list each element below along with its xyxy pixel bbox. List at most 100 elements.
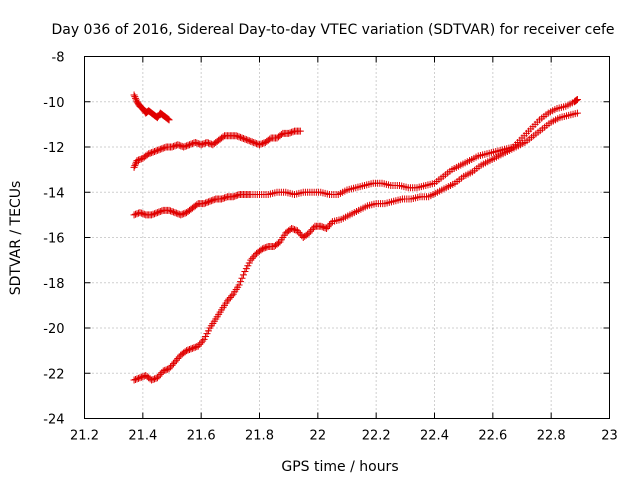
data-point <box>184 346 192 354</box>
data-point <box>196 340 204 348</box>
data-point <box>151 210 158 218</box>
data-point <box>247 256 255 264</box>
data-point <box>155 146 163 154</box>
data-point <box>207 140 215 148</box>
data-point <box>296 230 304 238</box>
data-point <box>177 211 185 219</box>
data-point <box>153 209 161 217</box>
data-point <box>285 129 293 137</box>
data-point <box>266 135 274 143</box>
data-point <box>197 339 205 347</box>
y-tick-label: -12 <box>43 141 64 156</box>
data-point <box>149 375 157 383</box>
y-tick-label: -22 <box>43 367 64 382</box>
data-point <box>232 132 240 140</box>
data-point <box>181 142 189 150</box>
x-tick-label: 23 <box>601 429 618 444</box>
data-point <box>152 209 160 217</box>
data-point <box>293 227 301 235</box>
data-point <box>131 162 139 170</box>
series-track-a <box>130 91 173 124</box>
data-point <box>321 224 329 232</box>
data-point <box>248 254 256 262</box>
data-point <box>257 140 265 148</box>
y-tick-label: -8 <box>52 51 65 66</box>
plot-frame <box>84 56 610 419</box>
data-point <box>221 194 228 202</box>
data-point <box>131 93 139 101</box>
data-point <box>229 193 237 201</box>
data-point <box>156 207 164 215</box>
data-point <box>164 115 172 123</box>
data-point <box>151 148 158 156</box>
data-point <box>168 361 176 369</box>
data-point <box>234 132 242 140</box>
data-point <box>277 131 285 139</box>
x-tick-label: 21.6 <box>187 429 216 444</box>
series-track-c <box>130 95 581 219</box>
data-point <box>226 293 234 301</box>
data-point <box>288 224 296 232</box>
data-point <box>153 374 161 382</box>
data-point <box>296 127 304 135</box>
data-point <box>167 207 175 215</box>
data-point <box>197 141 205 149</box>
data-point <box>219 194 227 202</box>
data-point <box>130 211 138 219</box>
chart-title: Day 036 of 2016, Sidereal Day-to-day VTE… <box>51 22 614 38</box>
data-point <box>258 245 266 253</box>
data-point <box>258 140 266 148</box>
data-point <box>309 224 317 232</box>
y-tick-label: -14 <box>43 186 64 201</box>
data-point <box>181 348 189 356</box>
data-point <box>152 147 160 155</box>
data-point <box>187 345 195 353</box>
data-point <box>155 208 163 216</box>
y-axis-label: SDTVAR / TECUs <box>8 181 24 296</box>
data-point <box>324 223 332 231</box>
data-point <box>156 370 164 378</box>
data-point <box>307 227 315 235</box>
data-point <box>222 193 230 201</box>
data-point <box>175 141 183 149</box>
data-point <box>188 344 196 352</box>
data-point <box>153 146 161 154</box>
series-track-d <box>130 109 581 384</box>
data-point <box>245 137 253 145</box>
data-point <box>232 192 240 200</box>
x-tick-label: 22.2 <box>362 429 391 444</box>
data-point <box>134 156 142 164</box>
data-point <box>133 375 141 383</box>
data-point <box>162 366 170 374</box>
data-point <box>134 374 142 382</box>
data-point <box>149 210 157 218</box>
data-point <box>194 342 202 350</box>
data-point <box>168 207 176 215</box>
data-point <box>573 109 581 117</box>
grid <box>84 56 610 419</box>
data-point <box>218 195 226 203</box>
data-point <box>169 208 177 216</box>
data-point <box>327 219 335 227</box>
data-point <box>206 197 214 205</box>
data-point <box>148 211 156 219</box>
data-point <box>199 337 207 345</box>
data-point <box>186 141 193 149</box>
data-point <box>183 142 191 150</box>
y-tick-label: -16 <box>43 232 64 247</box>
data-point <box>191 343 199 351</box>
data-point <box>305 229 313 237</box>
data-point <box>140 372 148 380</box>
data-point <box>136 209 144 217</box>
data-point <box>250 138 258 146</box>
data-point <box>200 140 208 148</box>
data-point <box>165 365 173 373</box>
data-point <box>241 135 249 143</box>
data-point <box>260 244 268 252</box>
data-point <box>171 209 179 217</box>
data-point <box>181 209 189 217</box>
data-point <box>210 196 218 204</box>
x-tick-label: 22.4 <box>420 429 449 444</box>
data-point <box>320 223 328 231</box>
